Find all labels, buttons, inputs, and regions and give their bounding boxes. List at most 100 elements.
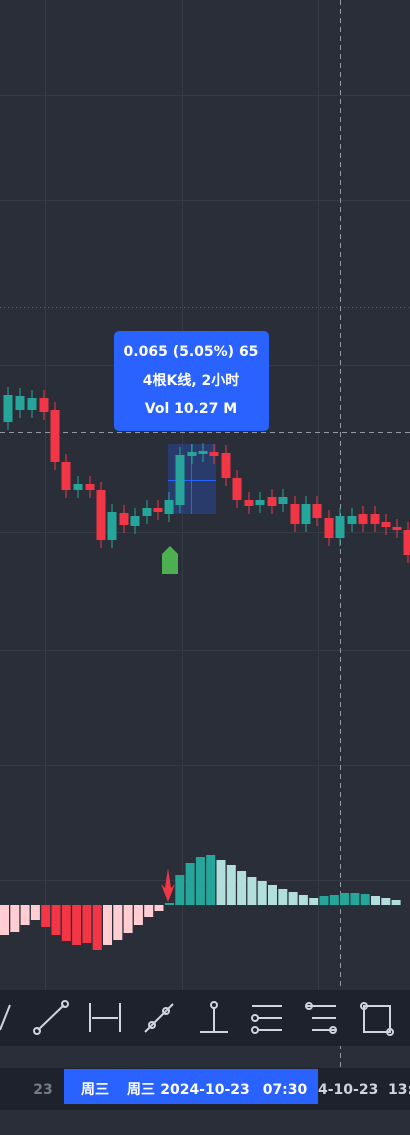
hist-bar xyxy=(391,900,401,905)
candle-body xyxy=(73,484,83,490)
hist-bar xyxy=(371,896,380,905)
candle-body xyxy=(244,500,254,506)
hist-bar xyxy=(113,905,123,940)
candle-body xyxy=(187,452,197,456)
tool-channel[interactable] xyxy=(251,1005,282,1034)
tooltip-line: Vol 10.27 M xyxy=(145,401,237,417)
hist-bar xyxy=(61,905,71,941)
candle-body xyxy=(164,500,174,514)
hist-bar xyxy=(340,893,350,905)
candle-body xyxy=(221,453,231,478)
candle-body xyxy=(50,410,60,462)
candle-body xyxy=(96,490,106,540)
hist-bar xyxy=(288,892,298,905)
tooltip xyxy=(114,331,269,431)
hist-bar xyxy=(103,905,112,945)
hist-bar xyxy=(237,871,247,905)
candle-body xyxy=(381,522,391,527)
hist-bar xyxy=(92,905,102,950)
tool-ray[interactable] xyxy=(144,1003,174,1033)
candle-body xyxy=(370,514,380,524)
crosshair-weekday: 周三 xyxy=(81,1082,109,1098)
hist-bar xyxy=(298,895,308,905)
candle-body xyxy=(301,504,311,524)
hist-bar xyxy=(144,905,154,917)
candle-body xyxy=(255,500,265,505)
hist-bar xyxy=(319,896,329,905)
candle-body xyxy=(175,455,185,505)
time-label: 13: xyxy=(388,1082,410,1098)
candle-body xyxy=(347,516,357,524)
hist-bar xyxy=(350,893,360,905)
tool-line[interactable] xyxy=(0,1004,11,1031)
hist-bar xyxy=(268,885,277,905)
candle-body xyxy=(61,462,71,490)
candle-body xyxy=(290,504,300,524)
hist-bar xyxy=(381,898,391,905)
toolbar-icons xyxy=(0,1000,394,1036)
crosshair-time xyxy=(64,1069,318,1104)
hist-bar xyxy=(360,894,370,905)
hist-bar xyxy=(10,905,20,932)
candle-body xyxy=(198,451,208,454)
hist-bar xyxy=(309,898,319,905)
tool-vertical[interactable] xyxy=(200,1001,228,1033)
candle-body xyxy=(15,396,25,410)
crosshair-clock: 07:30 xyxy=(263,1082,308,1098)
candle-body xyxy=(39,398,49,412)
candle-body xyxy=(358,514,368,524)
candle-body xyxy=(85,484,95,490)
tooltip-line: 0.065 (5.05%) 65 xyxy=(124,344,259,360)
tool-rect[interactable] xyxy=(360,1002,394,1036)
hist-bar xyxy=(82,905,92,943)
candle-body xyxy=(312,504,322,518)
hist-bar xyxy=(257,881,267,905)
candle-body xyxy=(278,497,288,504)
tool-range[interactable] xyxy=(89,1003,121,1032)
time-label: 23 xyxy=(33,1082,52,1098)
hist-bar xyxy=(133,905,143,925)
hist-bar xyxy=(329,895,339,905)
candle-body xyxy=(27,398,37,410)
candle-body xyxy=(3,395,13,422)
hist-bar xyxy=(30,905,40,920)
tool-trend[interactable] xyxy=(33,1000,69,1035)
hist-bar xyxy=(123,905,133,933)
candle-body xyxy=(267,497,277,506)
candle-body xyxy=(209,452,219,456)
hist-bar xyxy=(247,877,257,905)
hist-bar xyxy=(72,905,82,945)
histogram xyxy=(0,855,401,950)
candles xyxy=(3,387,410,563)
candle-body xyxy=(403,530,410,555)
hist-bar xyxy=(41,905,51,927)
hist-bar xyxy=(278,889,288,905)
candle-body xyxy=(142,508,152,516)
candle-body xyxy=(153,508,163,512)
hist-bar xyxy=(20,905,30,925)
tool-fib[interactable] xyxy=(305,1002,337,1034)
crosshair-weekday: 周三 xyxy=(127,1082,155,1098)
hist-bar xyxy=(154,905,164,911)
hist-bar xyxy=(226,865,236,905)
hist-bar xyxy=(175,875,185,905)
candle-body xyxy=(335,516,345,538)
candle-body xyxy=(232,478,242,500)
hist-bar xyxy=(165,903,174,905)
crosshair-date: 2024-10-23 xyxy=(160,1082,250,1098)
tooltip-line: 4根K线, 2小时 xyxy=(143,372,240,389)
candle-body xyxy=(107,512,117,540)
hist-bar xyxy=(206,855,216,905)
hist-bar xyxy=(195,857,205,905)
time-label: 4-10-23 xyxy=(318,1082,378,1098)
buy-marker xyxy=(162,546,178,574)
hist-bar xyxy=(0,905,9,935)
footer xyxy=(0,1110,410,1135)
hist-bar xyxy=(185,863,195,905)
toolbar xyxy=(0,990,410,1046)
hist-bar xyxy=(51,905,61,935)
candle-body xyxy=(130,516,140,526)
sell-arrow xyxy=(161,868,175,902)
